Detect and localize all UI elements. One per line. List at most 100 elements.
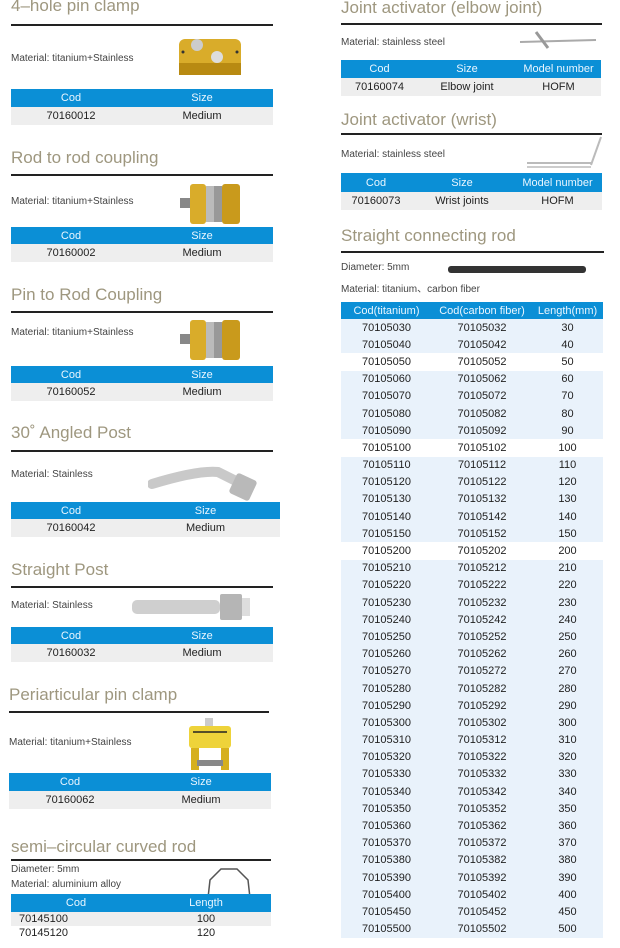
table-cell: 70105300: [341, 714, 432, 732]
table-header-row: Cod Length: [11, 894, 271, 912]
table-header-row: Cod Size Model number: [341, 173, 602, 192]
table-cell: Medium: [131, 791, 271, 809]
table-cell: 70105502: [432, 920, 532, 938]
column-header: Cod(titanium): [341, 302, 432, 319]
table-cell: 70105202: [432, 542, 532, 560]
section-divider: [11, 311, 273, 313]
section-title: Straight connecting rod: [341, 226, 516, 245]
table-cell: 30: [532, 319, 603, 337]
table-cell: 70105260: [341, 645, 432, 663]
table-cell: 70105382: [432, 851, 532, 869]
table-cell: 70105350: [341, 800, 432, 818]
table-row: 70160062 Medium: [9, 791, 271, 809]
table-cell: 70105112: [432, 456, 532, 474]
table-cell: 70105232: [432, 594, 532, 612]
table-header-row: Cod Size: [11, 627, 273, 644]
section-title: Straight Post: [11, 560, 109, 579]
section-divider: [11, 24, 273, 26]
table-cell: 250: [532, 628, 603, 646]
table-row: 70105500 70105502 500: [341, 920, 603, 938]
table-row: 70105360 70105362 360: [341, 817, 603, 835]
table-cell: 70105132: [432, 490, 532, 509]
column-header: Model number: [516, 60, 601, 78]
table-row: 70105090 70105092 90: [341, 422, 603, 440]
table-cell: 70105032: [432, 319, 532, 337]
table-row: 70105220 70105222 220: [341, 576, 603, 594]
table-cell: 60: [532, 370, 603, 388]
table-row: 70105250 70105252 250: [341, 628, 603, 646]
straight-post-image: [132, 592, 252, 627]
table-row: 70105130 70105132 130: [341, 490, 603, 509]
table-header-row: Cod(titanium) Cod(carbon fiber) Length(mm): [341, 302, 603, 319]
column-header: Cod: [11, 89, 131, 107]
table-row: 70105290 70105292 290: [341, 697, 603, 715]
table-cell: 70105380: [341, 851, 432, 869]
table-cell: 380: [532, 851, 603, 869]
table-cell: HOFM: [516, 78, 601, 96]
table-row: 70105080 70105082 80: [341, 404, 603, 423]
table-cell: 70105262: [432, 645, 532, 663]
table-cell: 70160074: [341, 78, 418, 96]
section-divider: [11, 859, 271, 861]
material-text: Material: aluminium alloy: [11, 879, 122, 890]
table-cell: 70: [532, 387, 603, 405]
table-row: 70105280 70105282 280: [341, 679, 603, 698]
spec-table: Cod Size Model number 70160073 Wrist joints H…: [341, 173, 602, 210]
table-row: 70105320 70105322 320: [341, 748, 603, 766]
column-header: Model number: [513, 173, 602, 192]
column-header: Cod(carbon fiber): [432, 302, 532, 319]
spec-table: Cod Length 70145100 100 70145120 120: [11, 894, 271, 940]
table-cell: 70105152: [432, 525, 532, 543]
table-cell: 70105450: [341, 903, 432, 921]
table-row: 70105370 70105372 370: [341, 834, 603, 852]
table-cell: 70105332: [432, 765, 532, 784]
table-cell: 70105122: [432, 473, 532, 491]
table-row: 70145100 100: [11, 912, 271, 926]
section-title: 4–hole pin clamp: [11, 0, 140, 15]
material-text: Material: titanium+Stainless: [9, 737, 132, 748]
table-cell: 70105130: [341, 490, 432, 509]
table-header-row: Cod Size: [11, 89, 273, 107]
gold-clamp-image: [175, 33, 245, 86]
table-cell: Medium: [131, 383, 273, 401]
table-row: 70105390 70105392 390: [341, 869, 603, 887]
column-header: Cod: [341, 173, 411, 192]
section-title: Joint activator (wrist): [341, 110, 497, 129]
table-cell: 70105030: [341, 319, 432, 337]
table-cell: 70105042: [432, 336, 532, 354]
straight-rod-image: [448, 263, 586, 281]
table-cell: 70105100: [341, 439, 432, 457]
table-cell: 70105302: [432, 714, 532, 732]
table-cell: 70105200: [341, 542, 432, 560]
table-cell: 70105050: [341, 353, 432, 371]
table-cell: 70105222: [432, 576, 532, 594]
table-cell: 230: [532, 594, 603, 612]
table-header-row: Cod Size: [11, 366, 273, 383]
column-header: Cod: [11, 227, 131, 244]
column-header: Size: [131, 89, 273, 107]
table-row: 70105120 70105122 120: [341, 473, 603, 491]
section-title: Rod to rod coupling: [11, 148, 159, 167]
table-row: 70145120 120: [11, 926, 271, 940]
column-header: Cod: [341, 60, 418, 78]
table-cell: HOFM: [513, 192, 602, 210]
table-cell: 70105402: [432, 886, 532, 904]
periarticular-clamp-image: [185, 718, 235, 778]
table-row: 70160002 Medium: [11, 244, 273, 262]
spec-table: Cod Size Model number 70160074 Elbow joint HO…: [341, 60, 601, 96]
spec-table: Cod Size 70160052 Medium: [11, 366, 273, 401]
table-cell: 340: [532, 783, 603, 801]
table-cell: 70160052: [11, 383, 131, 401]
table-row: 70105040 70105042 40: [341, 336, 603, 354]
column-header: Size: [131, 627, 273, 644]
section-divider: [9, 711, 269, 713]
table-row: 70105300 70105302 300: [341, 714, 603, 732]
table-cell: 70105310: [341, 731, 432, 749]
spec-table: Cod Size 70160062 Medium: [9, 773, 271, 809]
table-cell: 70105090: [341, 422, 432, 440]
table-cell: 70105370: [341, 834, 432, 852]
table-row: 70105350 70105352 350: [341, 800, 603, 818]
table-row: 70105150 70105152 150: [341, 525, 603, 543]
spec-table: Cod Size 70160042 Medium: [11, 502, 280, 537]
